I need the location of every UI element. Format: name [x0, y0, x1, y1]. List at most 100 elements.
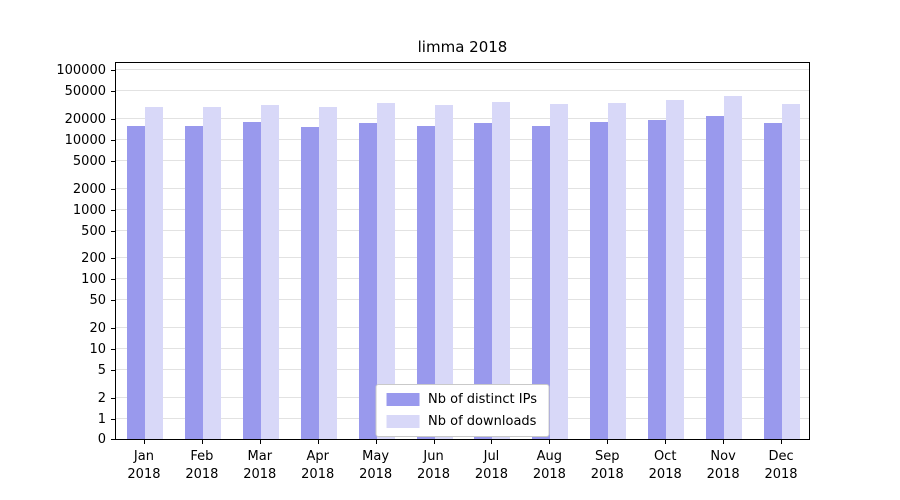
bar-distinct-ips	[474, 122, 493, 439]
x-tick-mark	[491, 440, 493, 444]
x-tick-mark	[723, 440, 725, 444]
y-tick-mark	[111, 279, 115, 281]
legend: Nb of distinct IPs Nb of downloads	[375, 384, 550, 437]
x-tick-mark	[201, 440, 203, 444]
y-tick-mark	[111, 209, 115, 211]
y-tick-label: 2	[97, 390, 106, 406]
legend-item: Nb of distinct IPs	[386, 392, 537, 407]
y-tick-label: 5	[97, 363, 106, 379]
x-tick-label: Mar 2018	[243, 449, 277, 482]
y-tick-mark	[111, 160, 115, 162]
y-tick-mark	[111, 300, 115, 302]
gridline	[116, 117, 809, 119]
bar-downloads	[608, 102, 627, 439]
x-tick-mark	[259, 440, 261, 444]
y-tick-mark	[111, 118, 115, 120]
legend-item: Nb of downloads	[386, 414, 537, 429]
x-tick-label: Aug 2018	[532, 449, 566, 482]
gridline	[116, 257, 809, 259]
y-tick-mark	[111, 419, 115, 420]
y-tick-label: 20000	[64, 111, 106, 127]
bar-downloads	[202, 106, 221, 439]
gridline	[116, 90, 809, 92]
y-tick-label: 100	[81, 272, 106, 288]
y-tick-mark	[111, 439, 115, 440]
x-tick-label: May 2018	[359, 449, 393, 482]
bar-downloads	[550, 104, 569, 439]
bar-distinct-ips	[300, 126, 319, 439]
x-tick-mark	[143, 440, 145, 444]
gridline	[116, 327, 809, 329]
gridline	[116, 159, 809, 161]
bar-downloads	[782, 103, 801, 439]
bar-distinct-ips	[706, 115, 725, 439]
bar-downloads	[376, 102, 395, 439]
y-tick-label: 500	[81, 223, 106, 239]
y-tick-mark	[111, 258, 115, 260]
legend-swatch	[386, 415, 420, 428]
y-tick-mark	[111, 230, 115, 232]
bar-distinct-ips	[184, 125, 203, 439]
y-tick-label: 50	[89, 293, 106, 309]
y-tick-mark	[111, 91, 115, 92]
x-tick-label: Sep 2018	[590, 449, 624, 482]
y-tick-label: 5000	[72, 153, 106, 169]
y-tick-mark	[111, 70, 115, 71]
gridline	[116, 69, 809, 70]
gridline	[116, 208, 809, 210]
bar-downloads	[666, 100, 685, 439]
gridline	[116, 278, 809, 280]
x-tick-mark	[317, 440, 319, 444]
x-tick-mark	[781, 440, 783, 444]
bar-downloads	[724, 95, 743, 439]
x-tick-label: Jun 2018	[416, 449, 451, 482]
y-tick-mark	[111, 328, 115, 330]
y-tick-label: 10	[89, 342, 106, 358]
bar-distinct-ips	[648, 119, 667, 439]
x-tick-mark	[375, 440, 377, 444]
bar-downloads	[318, 106, 337, 439]
bar-distinct-ips	[532, 125, 551, 439]
bar-distinct-ips	[764, 122, 783, 439]
x-tick-label: Oct 2018	[648, 449, 682, 482]
y-tick-label: 50000	[64, 84, 106, 99]
gridline	[116, 187, 809, 189]
bar-distinct-ips	[242, 121, 261, 439]
y-tick-label: 20	[89, 321, 106, 337]
x-tick-label: Dec 2018	[764, 449, 798, 482]
y-tick-label: 10000	[64, 132, 106, 148]
chart-title: limma 2018	[417, 38, 508, 56]
x-tick-mark	[607, 440, 609, 444]
y-tick-label: 2000	[72, 181, 106, 197]
bar-downloads	[144, 106, 163, 439]
x-tick-label: Nov 2018	[706, 449, 740, 482]
bar-downloads	[492, 102, 511, 439]
gridline	[116, 229, 809, 231]
y-tick-label: 1	[97, 412, 106, 427]
y-tick-mark	[111, 370, 115, 372]
y-tick-label: 200	[81, 251, 106, 267]
y-tick-label: 100000	[56, 63, 106, 78]
legend-swatch	[386, 393, 420, 406]
bar-distinct-ips	[416, 125, 435, 439]
plot-area: Nb of distinct IPs Nb of downloads	[115, 62, 810, 440]
bar-distinct-ips	[126, 125, 145, 439]
legend-label: Nb of downloads	[428, 414, 537, 429]
gridline	[116, 138, 809, 140]
gridline	[116, 299, 809, 301]
x-tick-mark	[665, 440, 667, 444]
bar-distinct-ips	[590, 122, 609, 439]
y-tick-mark	[111, 349, 115, 351]
bar-downloads	[260, 104, 279, 439]
y-tick-mark	[111, 188, 115, 190]
gridline	[116, 348, 809, 350]
y-tick-mark	[111, 397, 115, 399]
x-tick-label: Jan 2018	[127, 449, 161, 482]
legend-label: Nb of distinct IPs	[428, 392, 537, 407]
bar-downloads	[434, 104, 453, 439]
x-tick-mark	[433, 440, 435, 444]
gridline	[116, 369, 809, 371]
x-tick-mark	[549, 440, 551, 444]
bar-distinct-ips	[358, 122, 377, 439]
